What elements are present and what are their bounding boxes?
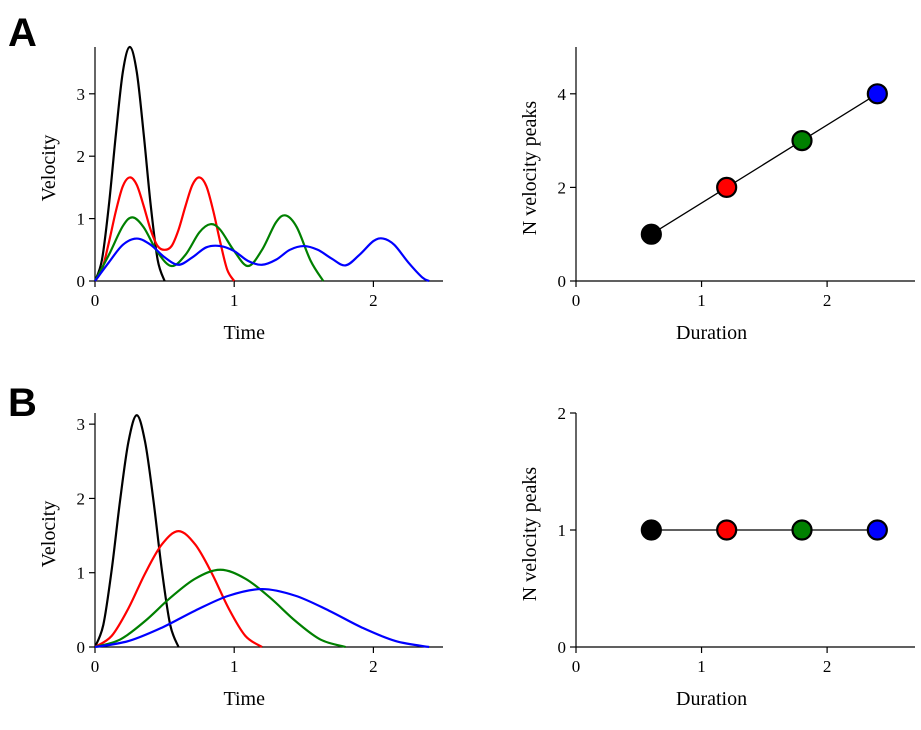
x-tick-label: 2 — [823, 291, 832, 310]
y-axis-label: Velocity — [38, 135, 60, 202]
y-tick-label: 4 — [558, 85, 567, 104]
data-point-2 — [716, 176, 738, 198]
x-tick-label: 1 — [697, 291, 706, 310]
y-axis-label: N velocity peaks — [519, 101, 541, 236]
data-point-3 — [791, 130, 813, 152]
peaks-chart-a: 0 1 2 0 2 4 Duration N velocity peaks — [519, 47, 915, 344]
velocity-series-1 — [93, 45, 166, 282]
panel-label-b: B — [8, 381, 37, 425]
y-tick-label: 1 — [77, 564, 86, 583]
connector-line — [650, 93, 878, 235]
y-tick-label: 0 — [77, 272, 86, 291]
x-tick-label: 2 — [369, 657, 378, 676]
y-tick-label: 0 — [77, 638, 86, 657]
y-tick-label: 1 — [558, 521, 567, 540]
velocity-series-3 — [94, 568, 346, 649]
velocity-series-2 — [94, 176, 236, 282]
y-tick-label: 3 — [77, 415, 86, 434]
data-point-4 — [866, 83, 888, 105]
data-point-4 — [866, 519, 888, 541]
x-tick-label: 1 — [230, 291, 239, 310]
y-tick-label: 2 — [558, 404, 567, 423]
data-point-3 — [791, 519, 813, 541]
y-axis-label: Velocity — [38, 501, 60, 568]
velocity-chart-a: 0 1 2 0 1 2 3 Time Velocity — [38, 45, 443, 344]
data-point-2 — [716, 519, 738, 541]
x-axis-label: Time — [223, 688, 265, 710]
x-tick-label: 0 — [572, 291, 581, 310]
y-tick-label: 1 — [77, 210, 86, 229]
data-point-1 — [640, 519, 662, 541]
y-tick-label: 0 — [558, 272, 567, 291]
velocity-series-1 — [93, 414, 180, 648]
x-tick-label: 0 — [91, 291, 100, 310]
x-tick-label: 0 — [572, 657, 581, 676]
velocity-chart-b: 0 1 2 0 1 2 3 Time Velocity — [38, 413, 443, 710]
y-tick-label: 2 — [77, 489, 86, 508]
y-tick-label: 2 — [558, 178, 567, 197]
y-tick-label: 3 — [77, 85, 86, 104]
velocity-series-2 — [94, 530, 263, 648]
x-tick-label: 0 — [91, 657, 100, 676]
x-axis-label: Duration — [676, 688, 747, 710]
velocity-series-4 — [94, 237, 430, 283]
panel-label-a: A — [8, 11, 37, 55]
x-tick-label: 1 — [697, 657, 706, 676]
x-axis-label: Duration — [676, 322, 747, 344]
y-axis-label: N velocity peaks — [519, 467, 541, 602]
x-tick-label: 2 — [823, 657, 832, 676]
peaks-chart-b: 0 1 2 0 1 2 Duration N velocity peaks — [519, 404, 915, 710]
x-tick-label: 1 — [230, 657, 239, 676]
data-point-1 — [640, 223, 662, 245]
velocity-series-4 — [94, 587, 430, 649]
y-tick-label: 0 — [558, 638, 567, 657]
x-tick-label: 2 — [369, 291, 378, 310]
y-tick-label: 2 — [77, 147, 86, 166]
velocity-series-3 — [94, 214, 325, 282]
x-axis-label: Time — [223, 322, 265, 344]
